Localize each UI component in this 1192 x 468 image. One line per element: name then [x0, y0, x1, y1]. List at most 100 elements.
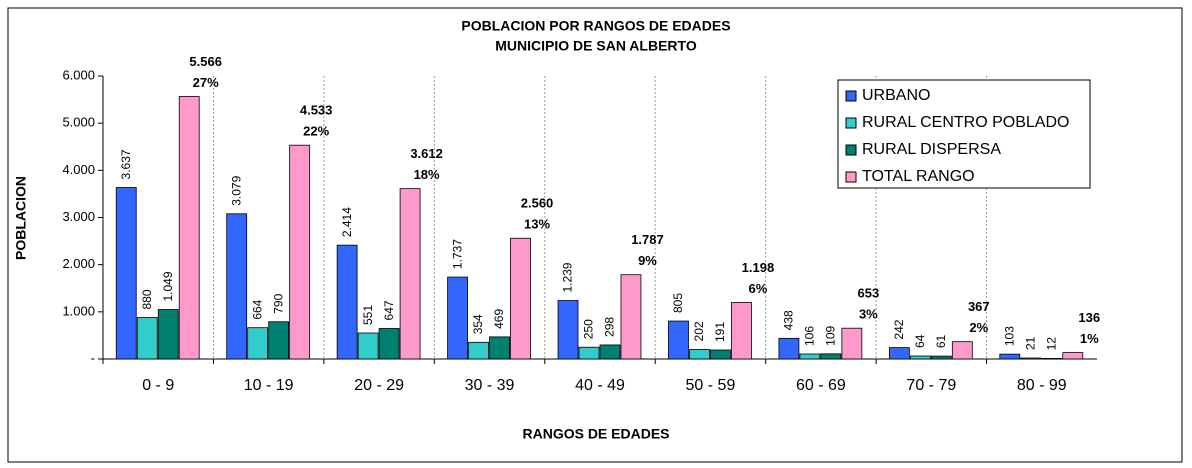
bar — [489, 336, 510, 360]
value-label: 1.787 — [631, 232, 664, 247]
value-label: 805 — [671, 293, 685, 313]
value-label: 664 — [250, 299, 264, 319]
bar — [731, 302, 752, 360]
share-label: 18% — [414, 167, 440, 182]
value-label: 109 — [824, 326, 838, 346]
bar — [336, 244, 358, 360]
share-label: 6% — [749, 281, 768, 296]
value-label: 647 — [382, 300, 396, 320]
value-label: 790 — [271, 293, 285, 313]
bar — [1041, 358, 1063, 360]
x-tick-label: 70 - 79 — [906, 377, 956, 394]
bar — [1020, 357, 1042, 360]
legend-swatch — [845, 171, 857, 183]
bar — [951, 341, 973, 360]
x-tick-label: 50 - 59 — [686, 377, 736, 394]
value-label: 61 — [934, 334, 948, 348]
y-tick-label: 5.000 — [62, 115, 95, 130]
bar — [999, 353, 1021, 360]
bar — [136, 317, 158, 360]
y-tick-label: 1.000 — [62, 303, 95, 318]
bar — [710, 349, 731, 360]
bar — [157, 309, 179, 360]
legend-label: TOTAL RANGO — [862, 168, 975, 185]
bar — [357, 332, 379, 360]
bar — [930, 355, 952, 360]
x-axis-title: RANGOS DE EDADES — [522, 426, 669, 442]
value-label: 3.637 — [119, 149, 133, 179]
bar — [841, 327, 863, 360]
legend-swatch — [845, 117, 857, 129]
legend-swatch — [845, 90, 857, 102]
bar — [468, 341, 489, 360]
value-label: 250 — [582, 319, 596, 339]
value-label: 551 — [361, 305, 375, 325]
bar — [689, 349, 710, 360]
value-label: 21 — [1023, 336, 1037, 350]
x-tick-label: 10 - 19 — [244, 377, 294, 394]
value-label: 653 — [858, 286, 880, 301]
value-label: 438 — [782, 310, 796, 330]
bar — [557, 300, 579, 360]
chart-subtitle: MUNICIPIO DE SAN ALBERTO — [495, 38, 697, 54]
bar — [289, 144, 311, 360]
x-tick-label: 60 - 69 — [796, 377, 846, 394]
y-tick-label: 3.000 — [62, 209, 95, 224]
share-label: 13% — [524, 217, 550, 232]
y-tick-label: 4.000 — [62, 162, 95, 177]
bar — [399, 188, 421, 360]
y-tick-label: - — [91, 350, 95, 365]
legend-label: RURAL DISPERSA — [862, 141, 1001, 158]
value-label: 2.414 — [340, 207, 354, 237]
value-label: 4.533 — [300, 103, 333, 118]
y-tick-label: 2.000 — [62, 256, 95, 271]
value-label: 202 — [692, 321, 706, 341]
value-label: 191 — [713, 322, 727, 342]
value-label: 367 — [968, 299, 990, 314]
bar — [620, 274, 642, 360]
share-label: 27% — [193, 75, 219, 90]
bar — [1062, 352, 1084, 360]
bar — [799, 353, 821, 360]
bar — [599, 344, 621, 360]
y-tick-label: 6.000 — [62, 67, 95, 82]
bar — [226, 213, 248, 360]
bar — [909, 355, 931, 360]
value-label: 64 — [913, 334, 927, 348]
bar — [247, 327, 269, 360]
legend-label: URBANO — [862, 87, 930, 104]
bar — [178, 96, 200, 360]
share-label: 9% — [638, 253, 657, 268]
share-label: 2% — [969, 320, 988, 335]
share-label: 3% — [859, 307, 878, 322]
value-label: 298 — [603, 317, 617, 337]
value-label: 103 — [1002, 326, 1016, 346]
x-tick-label: 40 - 49 — [575, 377, 625, 394]
value-label: 880 — [140, 289, 154, 309]
x-tick-label: 80 - 99 — [1017, 377, 1067, 394]
x-tick-label: 30 - 39 — [465, 377, 515, 394]
value-label: 2.560 — [521, 196, 554, 211]
bar — [578, 346, 600, 360]
bar — [115, 187, 137, 360]
value-label: 469 — [492, 309, 506, 329]
bar — [668, 320, 689, 360]
chart-title: POBLACION POR RANGOS DE EDADES — [461, 18, 730, 34]
value-label: 12 — [1044, 337, 1058, 351]
y-axis-title: POBLACION — [13, 176, 29, 260]
value-label: 1.737 — [450, 239, 464, 269]
value-label: 1.239 — [561, 262, 575, 292]
value-label: 106 — [803, 326, 817, 346]
bar — [888, 347, 910, 360]
share-label: 22% — [303, 124, 329, 139]
value-label: 3.612 — [410, 146, 443, 161]
legend-label: RURAL CENTRO POBLADO — [862, 114, 1069, 131]
value-label: 1.049 — [161, 271, 175, 301]
bar — [510, 237, 531, 360]
bar — [268, 321, 290, 360]
x-tick-label: 20 - 29 — [354, 377, 404, 394]
bar — [778, 337, 800, 360]
value-label: 242 — [892, 319, 906, 339]
value-label: 5.566 — [189, 54, 222, 69]
